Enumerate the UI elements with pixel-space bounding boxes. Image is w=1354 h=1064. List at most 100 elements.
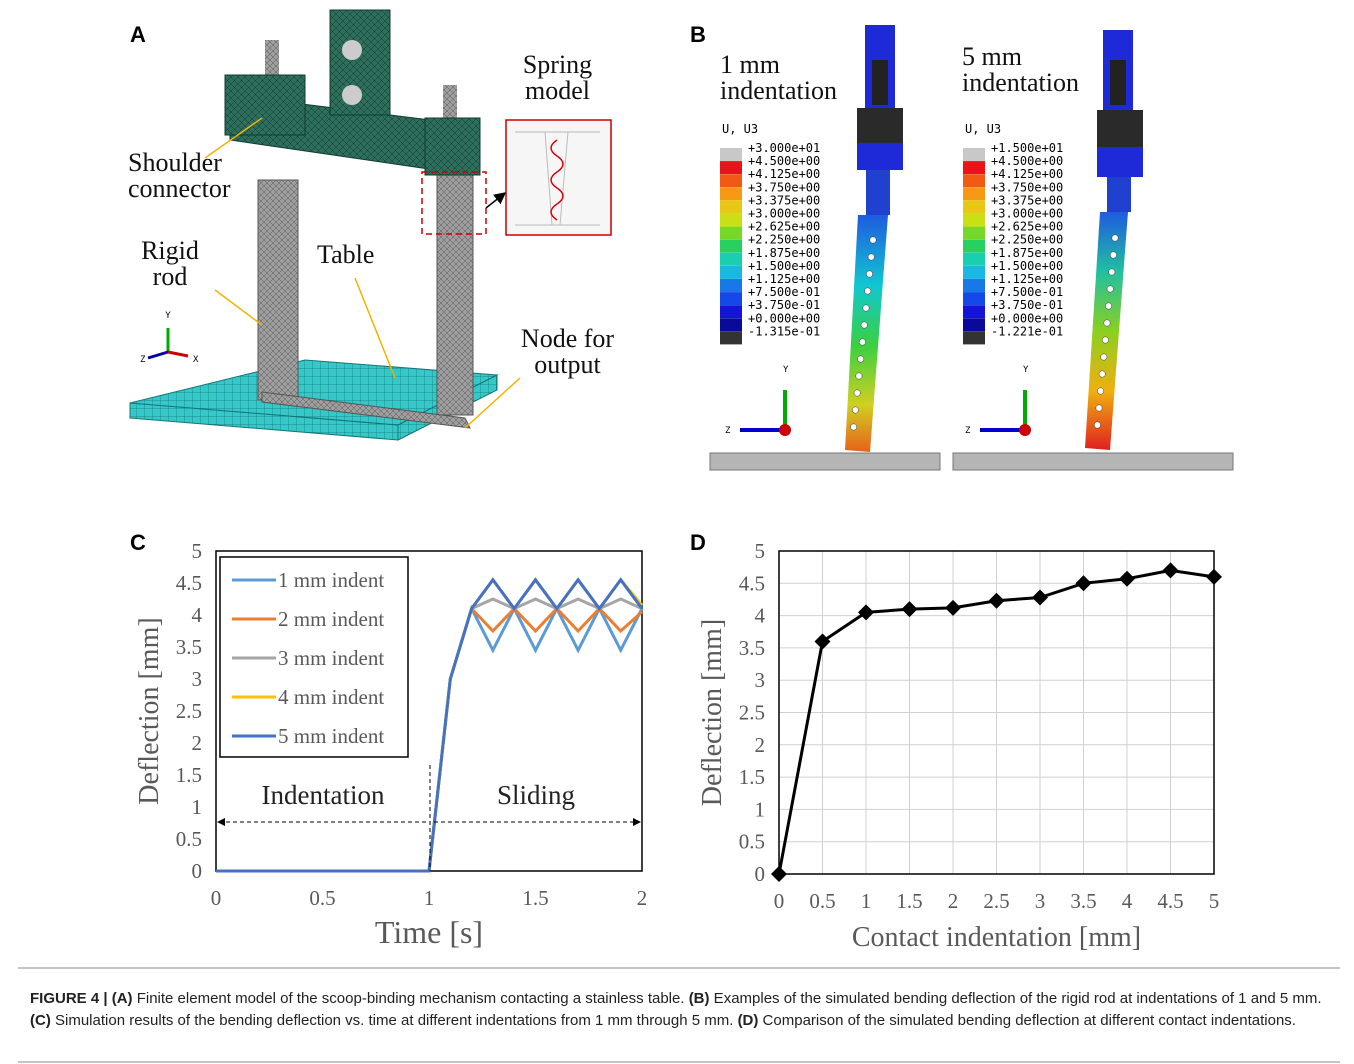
legend-label: 4 mm indent [278,685,384,709]
y-tick-label: 2.5 [739,701,765,725]
legend-swatch [720,265,742,279]
legend-swatch [720,187,742,201]
axis-label: Z [725,426,731,436]
legend-swatch [963,318,985,332]
legend-swatch [720,148,742,161]
legend-value: +1.500e+00 [748,259,820,273]
x-tick-label: 1.5 [896,889,922,913]
legend-value: -1.221e-01 [991,324,1063,338]
y-tick-label: 1 [755,797,766,821]
legend-swatch [963,252,985,266]
legend-value: +2.250e+00 [991,233,1063,247]
node-dot [866,270,873,278]
legend-value: +0.000e+00 [991,311,1063,325]
caption-text: Simulation results of the bending deflec… [50,1012,738,1029]
caption: FIGURE 4 | (A) Finite element model of t… [30,988,1330,1032]
fe-model: Y Z X [129,9,612,441]
legend-swatch [720,200,742,214]
legend-swatch [720,252,742,266]
data-marker [1119,570,1135,587]
caption-text: (D) [737,1012,759,1029]
node-dot [864,287,872,295]
annotation: Rigid rod [141,236,199,291]
node-dot [1103,319,1111,327]
caption-text: Comparison of the simulated bending defl… [758,1012,1296,1029]
node-dot [1100,353,1108,361]
node-dot [850,423,858,431]
legend-swatch [963,265,985,279]
node-dot [1098,370,1106,378]
annotation: Spring model [522,50,593,105]
axis-label: Y [165,311,171,321]
legend-label: 5 mm indent [278,724,384,748]
legend-value: +7.500e-01 [748,285,820,299]
legend-swatch [720,305,742,319]
y-tick-label: 0 [192,859,203,883]
legend-value: +7.500e-01 [991,285,1063,299]
node-dot [1111,234,1119,242]
legend-swatch [720,213,742,227]
x-tick-label: 3 [1035,889,1046,913]
legend-value: +3.750e+00 [748,180,820,194]
data-marker [1206,568,1222,585]
node-dot [860,321,868,329]
y-tick-label: 1.5 [739,765,765,789]
legend-value: +2.625e+00 [748,220,820,234]
data-marker [988,592,1005,609]
x-tick-label: 0 [774,889,785,913]
legend-value: +1.125e+00 [991,272,1063,286]
legend-swatch [963,279,985,292]
y-tick-label: 3 [192,667,203,691]
legend-value: +1.875e+00 [748,246,820,260]
data-marker [1162,562,1179,579]
legend-swatch [963,239,985,253]
legend-swatch [963,200,985,214]
legend-swatch [720,292,742,306]
x-tick-label: 0.5 [809,889,835,913]
legend-value: +2.625e+00 [991,220,1063,234]
legend-value: +3.000e+00 [748,207,820,221]
y-axis-title: Deflection [mm] [134,617,165,804]
legend-value: +4.500e+00 [748,154,820,168]
caption-text: (B) [688,990,710,1007]
y-tick-label: 2 [755,733,766,757]
data-marker [901,601,918,618]
caption-text: FIGURE 4 | (A) [30,990,133,1007]
legend-value: +3.750e-01 [991,298,1063,312]
x-tick-label: 4.5 [1157,889,1183,913]
node-dot [1109,251,1117,259]
legend-swatch [963,174,985,188]
legend-value: +1.500e+00 [991,259,1063,273]
legend-swatch [963,305,985,319]
y-tick-label: 2.5 [176,699,202,723]
legend-value: +1.125e+00 [748,272,820,286]
annotation: Sliding [497,780,575,810]
y-tick-label: 2 [192,731,203,755]
x-tick-label: 0 [211,886,222,910]
node-dot [1101,336,1109,344]
legend-swatch [963,161,985,175]
legend-swatch [720,331,742,345]
legend-value: +3.000e+01 [748,141,820,155]
x-tick-label: 3.5 [1070,889,1096,913]
node-dot [857,355,865,363]
legend-swatch [720,174,742,188]
x-tick-label: 2 [637,886,648,910]
y-tick-label: 5 [755,539,766,563]
node-dot [1093,421,1101,429]
node-dot [867,253,875,261]
annotation: Shoulder connector [128,148,231,203]
legend-label: 3 mm indent [278,646,384,670]
legend-swatch [963,331,985,345]
x-tick-label: 0.5 [309,886,335,910]
annotation: Node for output [520,324,615,379]
axis-label: Z [140,355,146,365]
y-tick-label: 3 [755,668,766,692]
legend-swatch [963,226,985,240]
x-tick-label: 2.5 [983,889,1009,913]
caption-text: Finite element model of the scoop-bindin… [132,990,689,1007]
data-marker [1075,575,1092,592]
legend-swatch [963,213,985,227]
